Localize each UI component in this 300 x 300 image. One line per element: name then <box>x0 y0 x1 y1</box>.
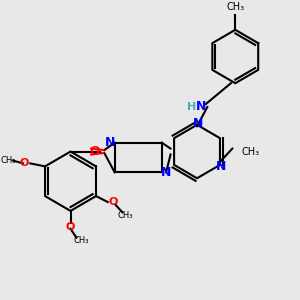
Text: N: N <box>196 100 207 113</box>
Text: O: O <box>109 197 118 207</box>
Text: CH₃: CH₃ <box>1 156 16 165</box>
Text: N: N <box>216 160 226 173</box>
Text: N: N <box>193 117 204 130</box>
Text: CH₃: CH₃ <box>226 2 244 12</box>
Text: CH₃: CH₃ <box>241 146 259 157</box>
Text: O: O <box>20 158 29 168</box>
Text: N: N <box>161 166 171 179</box>
Text: H: H <box>187 102 196 112</box>
Text: O: O <box>89 145 100 158</box>
Text: CH₃: CH₃ <box>118 211 133 220</box>
Text: N: N <box>105 136 116 149</box>
Text: O: O <box>66 222 75 232</box>
Text: CH₃: CH₃ <box>73 236 88 245</box>
